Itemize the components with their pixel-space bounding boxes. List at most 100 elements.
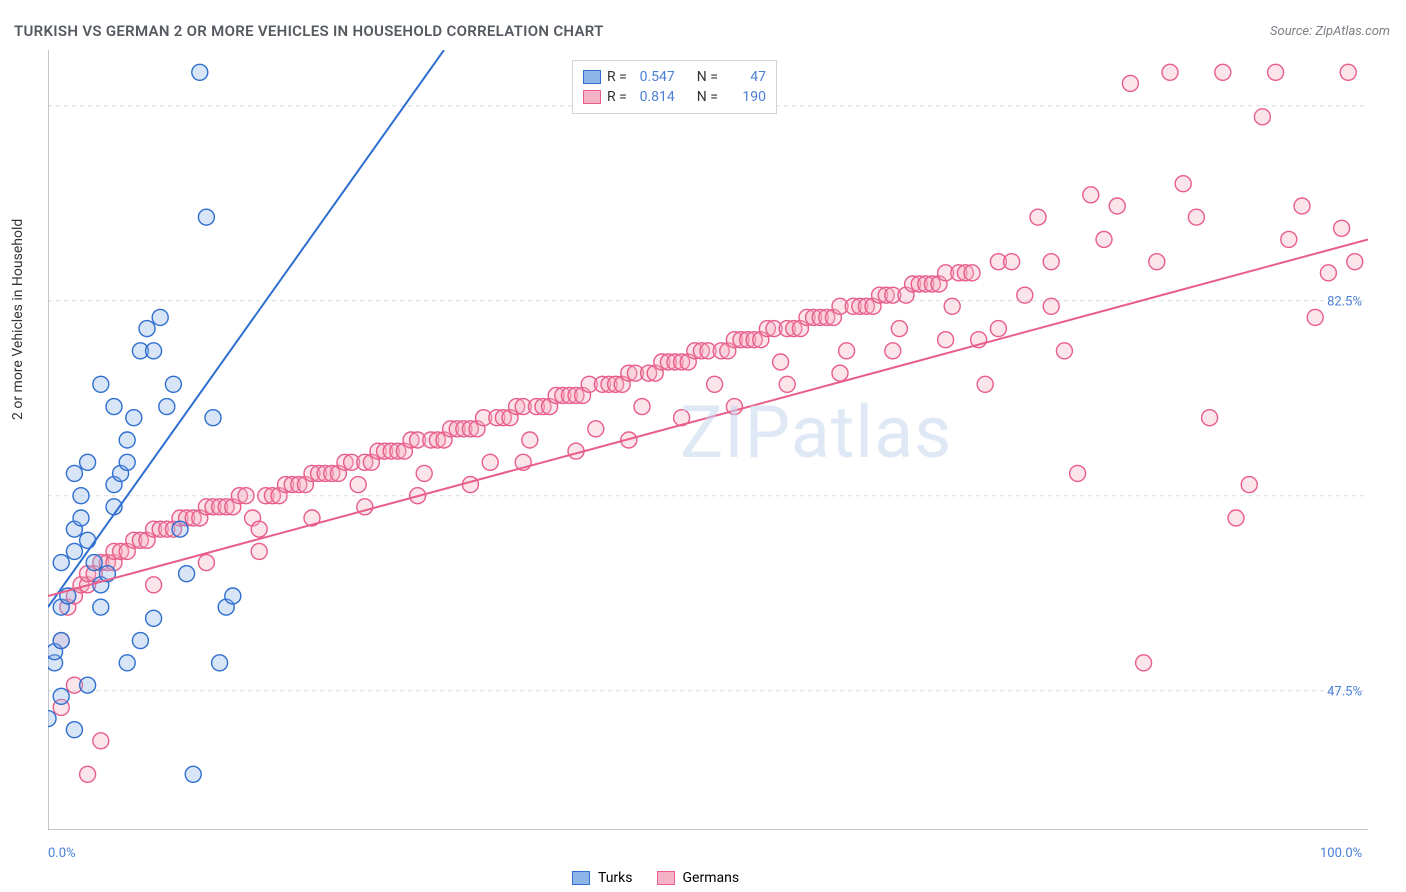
scatter-plot: 47.5% 82.5% xyxy=(48,50,1368,830)
r-value: 0.814 xyxy=(633,87,675,107)
scatter-point xyxy=(416,465,432,481)
scatter-point xyxy=(773,354,789,370)
legend-swatch xyxy=(572,871,590,885)
scatter-point xyxy=(462,477,478,493)
scatter-point xyxy=(53,633,69,649)
scatter-point xyxy=(251,543,267,559)
r-value: 0.547 xyxy=(633,67,675,87)
scatter-point xyxy=(1254,109,1270,125)
scatter-point xyxy=(73,510,89,526)
legend-swatch xyxy=(657,871,675,885)
scatter-point xyxy=(212,655,228,671)
scatter-point xyxy=(159,399,175,415)
scatter-point xyxy=(1004,254,1020,270)
scatter-point xyxy=(66,543,82,559)
scatter-point xyxy=(139,321,155,337)
scatter-point xyxy=(66,722,82,738)
category-legend-item: Turks xyxy=(572,870,633,886)
scatter-point xyxy=(185,766,201,782)
y-tick-label: 82.5% xyxy=(1327,295,1362,310)
n-value: 47 xyxy=(724,67,766,87)
scatter-point xyxy=(964,265,980,281)
scatter-point xyxy=(238,488,254,504)
scatter-point xyxy=(839,343,855,359)
category-legend-item: Germans xyxy=(657,870,740,886)
scatter-point xyxy=(1340,64,1356,80)
x-tick-label: 0.0% xyxy=(48,846,76,861)
scatter-point xyxy=(1334,220,1350,236)
scatter-point xyxy=(944,298,960,314)
scatter-point xyxy=(106,399,122,415)
scatter-point xyxy=(1083,187,1099,203)
scatter-point xyxy=(1175,176,1191,192)
scatter-point xyxy=(1215,64,1231,80)
scatter-point xyxy=(126,410,142,426)
scatter-point xyxy=(1202,410,1218,426)
scatter-point xyxy=(482,454,498,470)
scatter-point xyxy=(938,332,954,348)
x-tick-label: 100.0% xyxy=(1320,846,1362,861)
scatter-point xyxy=(146,610,162,626)
scatter-point xyxy=(779,376,795,392)
scatter-point xyxy=(53,555,69,571)
scatter-point xyxy=(1162,64,1178,80)
scatter-point xyxy=(80,454,96,470)
stats-legend-row: R =0.814N =190 xyxy=(583,87,766,107)
scatter-point xyxy=(192,64,208,80)
scatter-point xyxy=(172,521,188,537)
chart-title: TURKISH VS GERMAN 2 OR MORE VEHICLES IN … xyxy=(14,22,604,40)
scatter-point xyxy=(66,465,82,481)
scatter-point xyxy=(93,599,109,615)
scatter-point xyxy=(1043,298,1059,314)
scatter-point xyxy=(885,343,901,359)
chart-container: TURKISH VS GERMAN 2 OR MORE VEHICLES IN … xyxy=(0,0,1406,892)
source-label: Source: ZipAtlas.com xyxy=(1270,24,1390,39)
scatter-point xyxy=(132,633,148,649)
scatter-point xyxy=(1281,231,1297,247)
scatter-point xyxy=(634,399,650,415)
y-axis-label: 2 or more Vehicles in Household xyxy=(10,219,26,420)
scatter-point xyxy=(1056,343,1072,359)
scatter-point xyxy=(1122,75,1138,91)
scatter-point xyxy=(1188,209,1204,225)
scatter-point xyxy=(1307,309,1323,325)
scatter-point xyxy=(707,376,723,392)
scatter-point xyxy=(891,321,907,337)
scatter-point xyxy=(1241,477,1257,493)
scatter-point xyxy=(1228,510,1244,526)
scatter-point xyxy=(832,365,848,381)
scatter-point xyxy=(1070,465,1086,481)
scatter-point xyxy=(225,588,241,604)
stats-legend-row: R = 0.547 N = 47 xyxy=(583,67,766,87)
scatter-point xyxy=(119,432,135,448)
scatter-point xyxy=(977,376,993,392)
scatter-point xyxy=(1109,198,1125,214)
scatter-point xyxy=(990,321,1006,337)
scatter-point xyxy=(198,209,214,225)
scatter-point xyxy=(152,309,168,325)
y-tick-label: 47.5% xyxy=(1327,685,1362,700)
scatter-point xyxy=(119,655,135,671)
scatter-point xyxy=(165,376,181,392)
category-legend: Turks Germans xyxy=(572,870,739,886)
scatter-point xyxy=(119,454,135,470)
scatter-point xyxy=(93,376,109,392)
legend-swatch xyxy=(583,70,601,84)
n-label: N = xyxy=(697,67,718,87)
scatter-point xyxy=(350,477,366,493)
n-value: 190 xyxy=(724,87,766,107)
scatter-point xyxy=(1268,64,1284,80)
r-label: R = xyxy=(607,67,627,87)
scatter-point xyxy=(1347,254,1363,270)
scatter-point xyxy=(1043,254,1059,270)
scatter-point xyxy=(93,733,109,749)
scatter-point xyxy=(80,766,96,782)
scatter-point xyxy=(53,688,69,704)
scatter-point xyxy=(251,521,267,537)
scatter-point xyxy=(73,488,89,504)
scatter-point xyxy=(1294,198,1310,214)
scatter-point xyxy=(146,577,162,593)
scatter-point xyxy=(522,432,538,448)
category-legend-label: Germans xyxy=(683,870,740,886)
scatter-point xyxy=(1096,231,1112,247)
